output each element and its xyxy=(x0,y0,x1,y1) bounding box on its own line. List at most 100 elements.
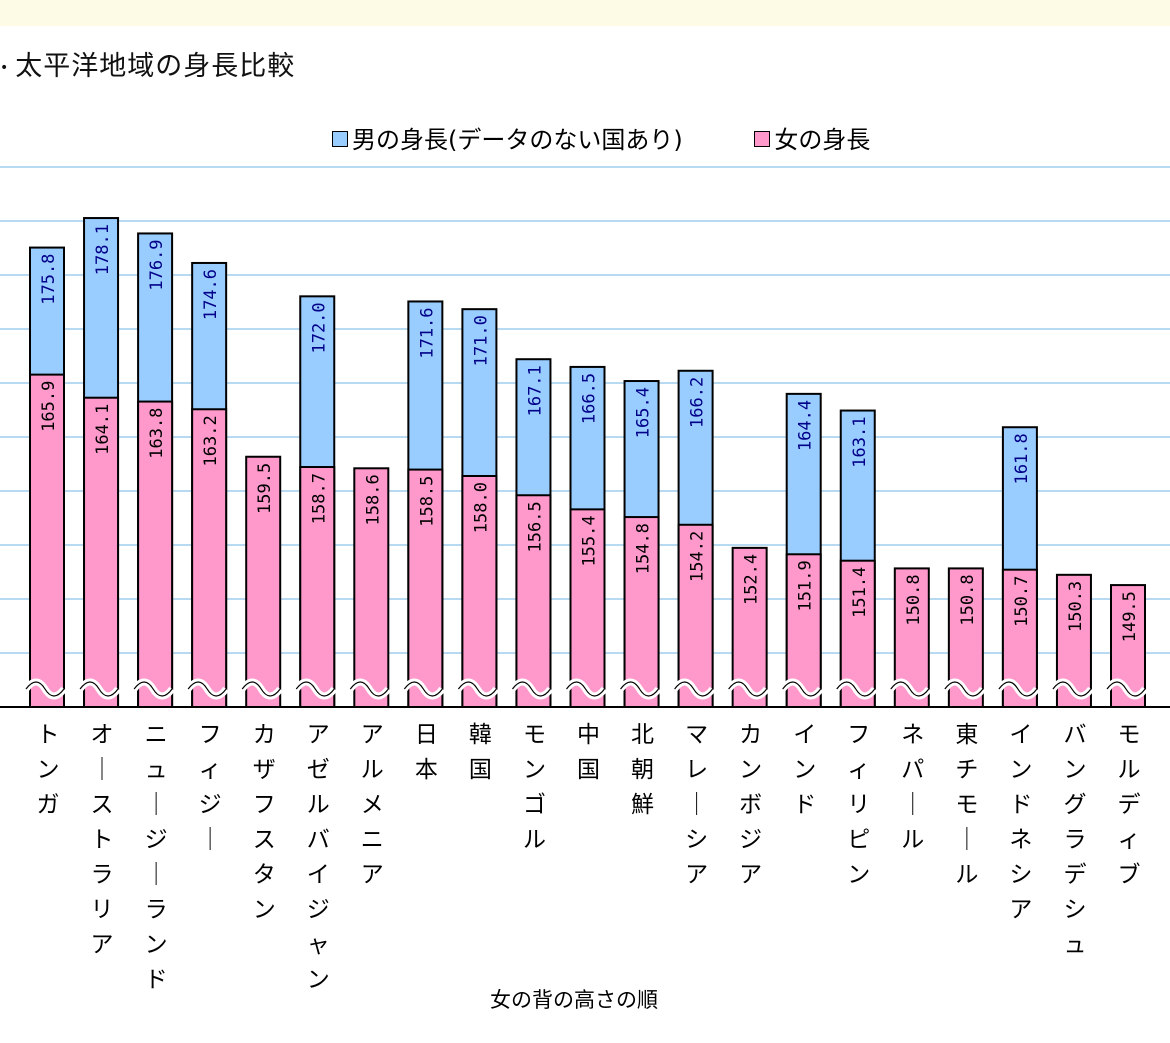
legend-swatch-male xyxy=(332,131,348,147)
data-label-female: 149.5 xyxy=(1120,591,1140,642)
x-tick-label: トンガ xyxy=(37,722,60,818)
x-tick-label: 韓国 xyxy=(469,722,492,783)
data-label-male: 165.4 xyxy=(634,387,654,438)
axis-break-outline xyxy=(1106,681,1146,697)
bar-female xyxy=(245,455,282,708)
data-label-male: 163.1 xyxy=(850,417,870,468)
axis-break-outline xyxy=(728,681,768,697)
axis-break-outline xyxy=(782,681,822,697)
data-label-male: 166.5 xyxy=(580,373,600,424)
data-label-female: 158.7 xyxy=(309,473,329,524)
data-label-female: 152.4 xyxy=(742,554,762,605)
data-label-female: 158.0 xyxy=(471,482,491,533)
bar-female xyxy=(299,466,336,708)
data-label-female: 154.8 xyxy=(634,523,654,574)
bar-female xyxy=(515,494,552,708)
axis-break-outline xyxy=(836,681,876,697)
data-label-female: 155.4 xyxy=(580,515,600,566)
title-bullet: • xyxy=(0,59,10,76)
x-tick-label: インドネシア xyxy=(1009,722,1032,923)
x-tick-label: ニュ｜ジ｜ランド xyxy=(145,722,168,993)
data-label-female: 163.8 xyxy=(147,408,167,459)
bar-female xyxy=(137,400,174,708)
axis-break-outline xyxy=(25,681,65,697)
legend-item-male: 男の身長(データのない国あり) xyxy=(332,120,683,155)
data-label-male: 176.9 xyxy=(147,239,167,290)
bar-female xyxy=(623,516,660,708)
bar-female xyxy=(191,408,228,708)
x-tick-label: 日本 xyxy=(415,722,438,783)
x-tick-label: フィリピン xyxy=(847,722,870,888)
x-tick-label: 東チモ｜ル xyxy=(955,722,978,888)
axis-break-outline xyxy=(620,681,660,697)
bar-female xyxy=(83,396,120,708)
data-label-male: 178.1 xyxy=(93,224,113,275)
legend: 男の身長(データのない国あり) 女の身長 xyxy=(332,120,934,155)
data-label-male: 166.2 xyxy=(688,377,708,428)
bar-female xyxy=(569,508,606,708)
chart-title: • 太平洋地域の身長比較 xyxy=(0,44,295,83)
x-tick-label: カンボジア xyxy=(739,722,762,888)
axis-break-outline xyxy=(674,681,714,697)
data-label-female: 150.8 xyxy=(904,574,924,625)
x-tick-label: マレ｜シア xyxy=(685,722,708,888)
x-tick-label: オ｜ストラリア xyxy=(91,722,114,958)
data-label-female: 159.5 xyxy=(255,463,275,514)
axis-break-outline xyxy=(944,681,984,697)
x-tick-label: アルメニア xyxy=(361,722,384,888)
x-axis-title: 女の背の高さの順 xyxy=(490,988,658,1012)
axis-break-outline xyxy=(79,681,119,697)
data-label-female: 156.5 xyxy=(525,501,545,552)
data-label-male: 171.6 xyxy=(417,307,437,358)
x-tick-label: ネパ｜ル xyxy=(901,722,924,853)
legend-label-female: 女の身長 xyxy=(774,126,871,154)
data-label-male: 172.0 xyxy=(309,302,329,353)
data-label-female: 150.7 xyxy=(1012,576,1032,627)
x-tick-label: モルディブ xyxy=(1118,722,1141,888)
top-band xyxy=(0,0,1170,26)
data-label-male: 164.4 xyxy=(796,400,816,451)
data-label-female: 151.9 xyxy=(796,560,816,611)
bar-female xyxy=(29,373,65,708)
axis-break-outline xyxy=(457,681,497,697)
x-tick-label: フィジ｜ xyxy=(199,722,222,853)
axis-break-outline xyxy=(241,681,281,697)
data-label-female: 154.2 xyxy=(688,531,708,582)
axis-break-outline xyxy=(511,681,551,697)
axis-break-outline xyxy=(403,681,443,697)
data-label-female: 151.4 xyxy=(850,567,870,618)
axis-break-outline xyxy=(133,681,173,697)
chart-title-text: 太平洋地域の身長比較 xyxy=(15,51,296,82)
axis-break-outline xyxy=(566,681,605,697)
data-label-male: 171.0 xyxy=(471,315,491,366)
x-tick-label: バングラデシュ xyxy=(1063,722,1086,958)
data-label-female: 163.2 xyxy=(201,415,221,466)
data-label-female: 158.6 xyxy=(363,474,383,525)
axis-break-outline xyxy=(187,681,227,697)
axis-break-outline xyxy=(349,681,389,697)
axis-break-outline xyxy=(1052,681,1092,697)
x-tick-label: アゼルバイジャン xyxy=(307,722,330,993)
x-tick-label: 北朝鮮 xyxy=(631,722,654,818)
bar-female xyxy=(461,475,498,708)
data-label-female: 165.9 xyxy=(39,381,59,432)
data-label-male: 174.6 xyxy=(201,269,221,320)
data-label-male: 175.8 xyxy=(39,254,59,305)
data-label-female: 158.5 xyxy=(417,476,437,527)
x-tick-label: モンゴル xyxy=(523,722,546,853)
data-label-female: 150.3 xyxy=(1066,581,1086,632)
axis-break-outline xyxy=(890,681,930,697)
legend-swatch-female xyxy=(754,131,771,147)
axis-break-outline xyxy=(295,681,335,697)
data-label-male: 161.8 xyxy=(1012,433,1032,484)
legend-item-female: 女の身長 xyxy=(754,120,870,155)
x-tick-label: カザフスタン xyxy=(253,722,276,923)
axis-break-outline xyxy=(998,681,1038,697)
legend-label-male: 男の身長(データのない国あり) xyxy=(352,126,683,154)
x-tick-label: インド xyxy=(793,722,816,818)
bar-female xyxy=(677,523,714,708)
data-label-female: 164.1 xyxy=(93,404,113,455)
data-label-male: 167.1 xyxy=(525,365,545,416)
